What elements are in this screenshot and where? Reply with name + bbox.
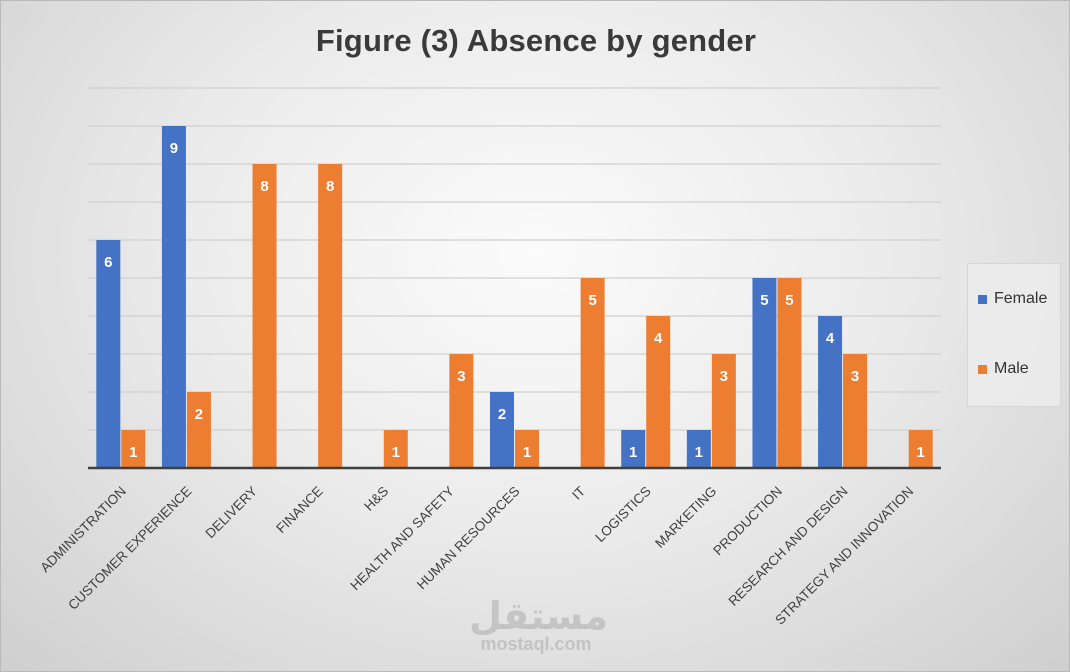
data-label-male-production: 5: [785, 292, 793, 309]
data-label-male-administration: 1: [129, 444, 137, 461]
bar-female-human-resources: [490, 392, 514, 468]
bar-female-marketing: [686, 430, 711, 468]
bar-female-administration: [96, 240, 121, 468]
bar-male-research-and-design: [843, 354, 868, 468]
bar-male-health-and-safety: [449, 354, 474, 468]
tick-label-finance: FINANCE: [273, 484, 326, 537]
legend-item-female: Female: [978, 290, 1047, 308]
data-label-female-logistics: 1: [629, 444, 637, 461]
data-label-male-customer-experience: 2: [195, 406, 203, 423]
bar-male-hands: [383, 430, 408, 468]
data-label-male-human-resources: 1: [523, 444, 531, 461]
tick-label-logistics: LOGISTICS: [592, 484, 654, 546]
data-label-male-strategy-and-innovation: 1: [917, 444, 925, 461]
watermark: مستقل mostaql.com: [469, 594, 608, 654]
data-label-male-health-and-safety: 3: [457, 368, 465, 385]
legend: Female Male: [967, 263, 1061, 407]
data-label-male-hands: 1: [392, 444, 400, 461]
watermark-latin: mostaql.com: [480, 634, 592, 654]
data-label-male-marketing: 3: [720, 368, 728, 385]
bar-male-administration: [121, 430, 146, 468]
data-label-male-logistics: 4: [654, 330, 663, 347]
tick-label-hands: H&S: [361, 484, 391, 514]
bar-female-production: [752, 278, 777, 468]
bar-male-finance: [318, 164, 343, 468]
data-label-female-administration: 6: [104, 254, 112, 271]
bar-male-logistics: [646, 316, 671, 468]
bar-male-human-resources: [515, 430, 539, 468]
bar-male-it: [580, 278, 605, 468]
watermark-arabic: مستقل: [469, 594, 608, 638]
data-label-male-finance: 8: [326, 178, 334, 195]
legend-label-female: Female: [994, 290, 1048, 307]
bar-female-research-and-design: [818, 316, 843, 468]
tick-label-strategy-and-innovation: STRATEGY AND INNOVATION: [772, 484, 916, 628]
tick-label-production: PRODUCTION: [710, 484, 785, 559]
data-label-female-production: 5: [760, 292, 768, 309]
data-label-female-customer-experience: 9: [170, 140, 178, 157]
tick-label-research-and-design: RESEARCH AND DESIGN: [726, 484, 851, 609]
bar-male-delivery: [252, 164, 277, 468]
data-label-male-it: 5: [588, 292, 596, 309]
bar-male-marketing: [711, 354, 736, 468]
bar-male-strategy-and-innovation: [908, 430, 933, 468]
tick-label-delivery: DELIVERY: [203, 484, 261, 542]
data-label-male-delivery: 8: [260, 178, 268, 195]
bar-female-logistics: [621, 430, 646, 468]
tick-label-customer-experience: CUSTOMER EXPERIENCE: [65, 484, 194, 613]
legend-item-male: Male: [978, 360, 1029, 378]
chart-title: Figure (3) Absence by gender: [315, 23, 757, 58]
data-label-female-research-and-design: 4: [826, 330, 835, 347]
data-label-female-human-resources: 2: [498, 406, 506, 423]
data-label-male-research-and-design: 3: [851, 368, 859, 385]
bar-male-production: [777, 278, 802, 468]
legend-swatch-female: [978, 294, 987, 304]
legend-label-male: Male: [994, 360, 1029, 377]
bar-female-customer-experience: [161, 126, 186, 468]
legend-swatch-male: [978, 364, 987, 374]
tick-label-marketing: MARKETING: [652, 484, 719, 551]
tick-label-it: IT: [569, 484, 588, 503]
data-label-female-marketing: 1: [695, 444, 703, 461]
bar-male-customer-experience: [186, 392, 211, 468]
